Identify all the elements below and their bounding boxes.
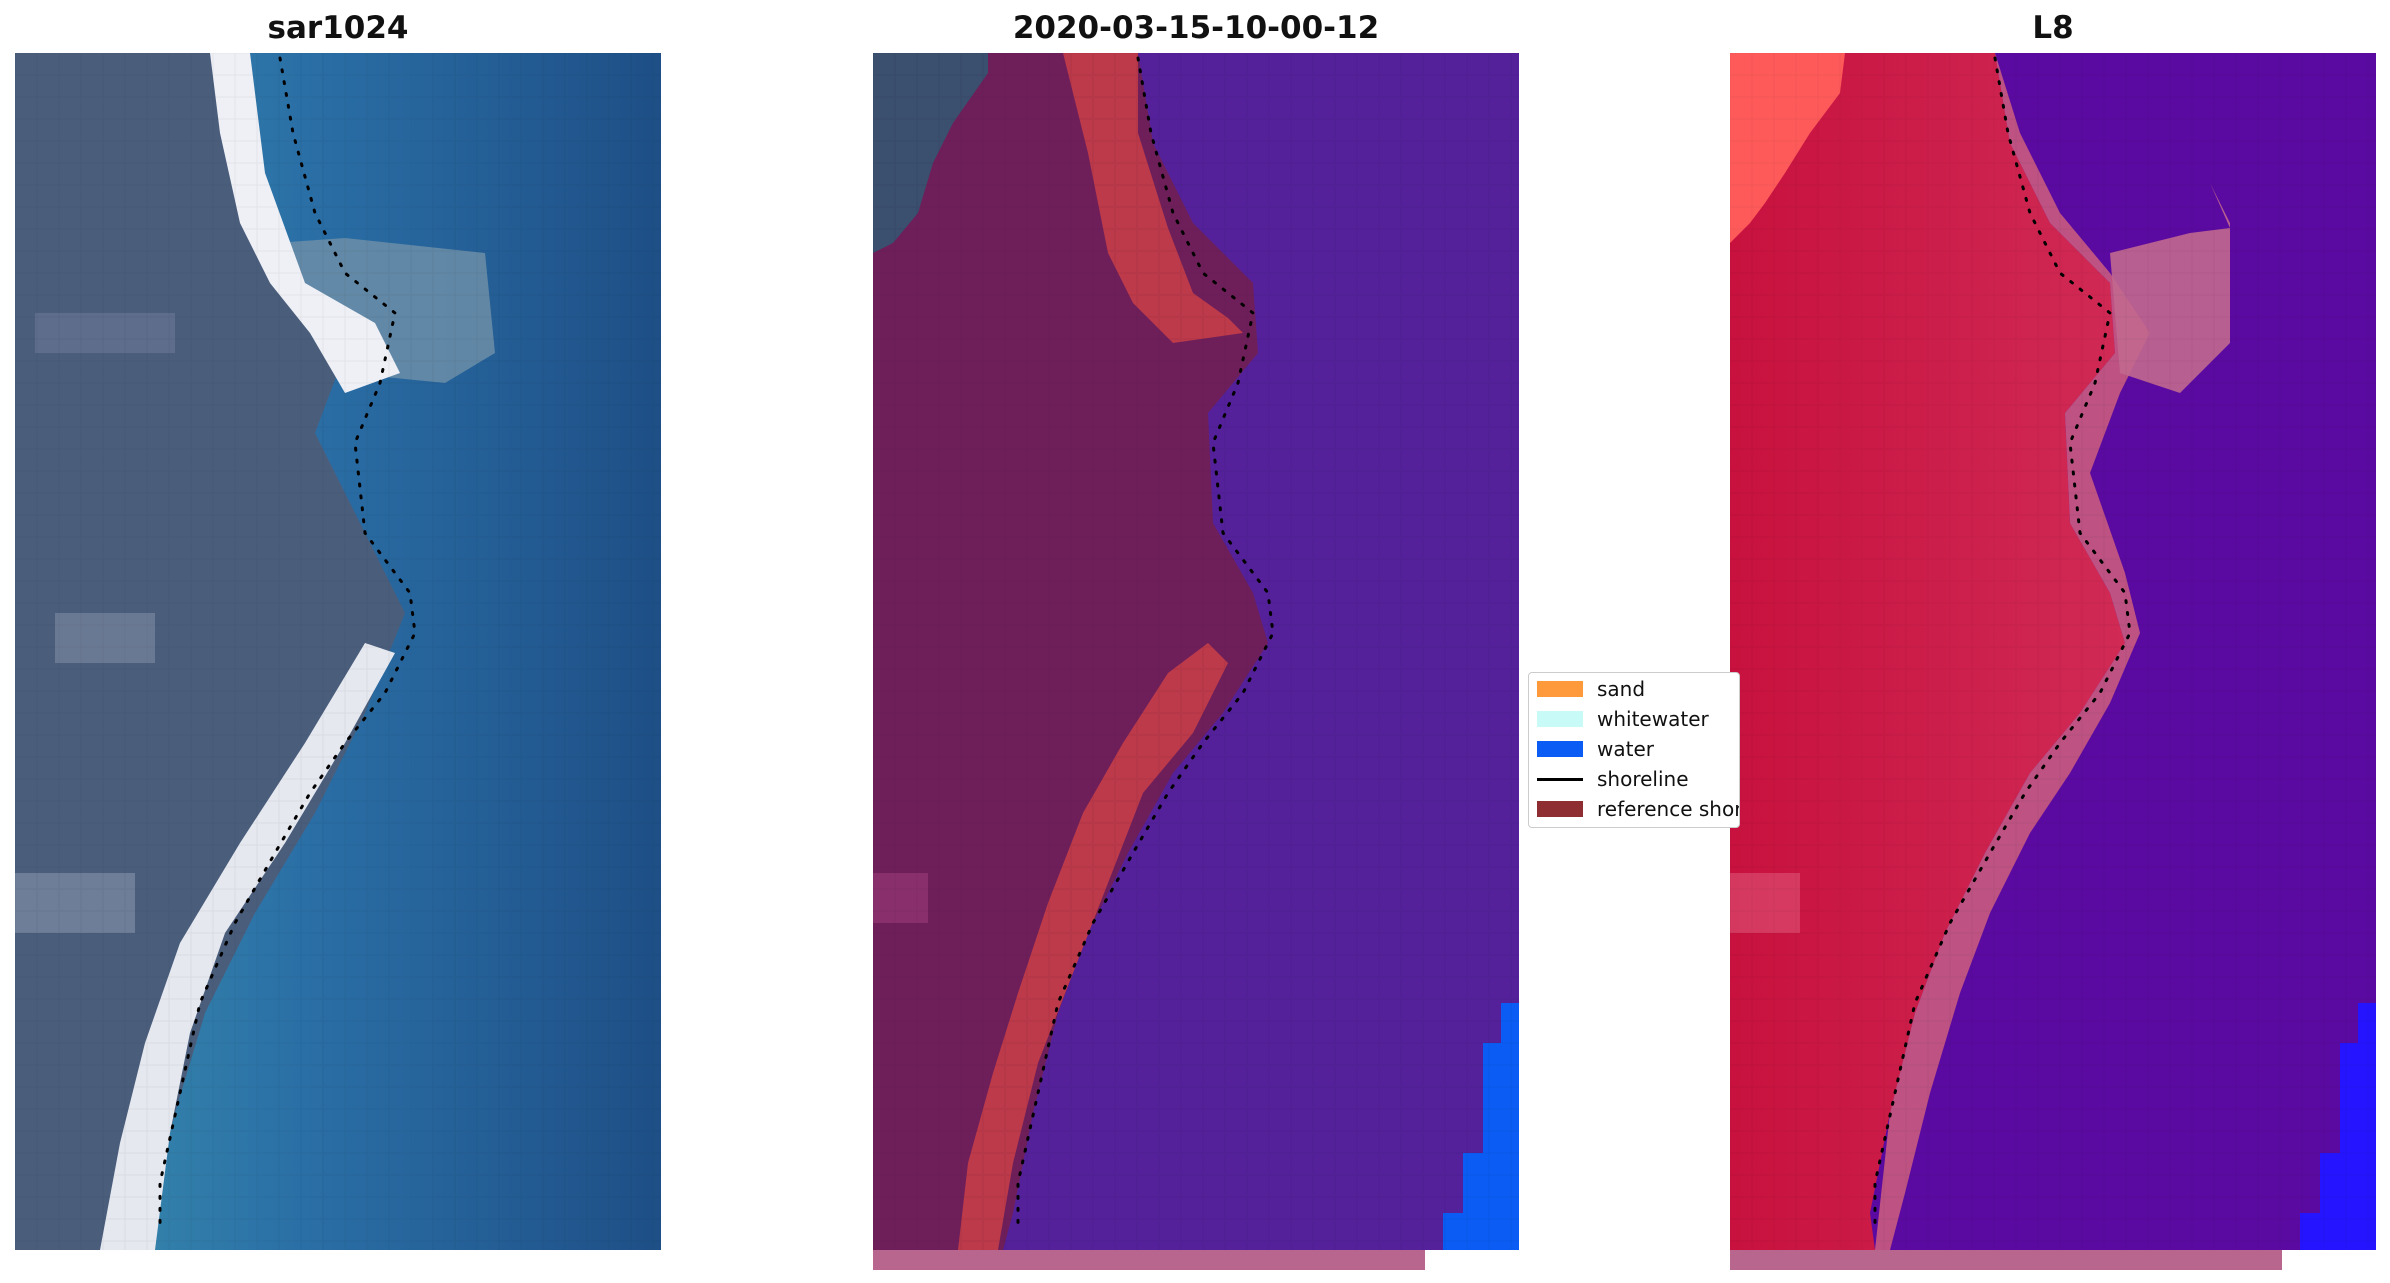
- rgb-satellite-image: [15, 53, 661, 1250]
- water-swatch: [1537, 741, 1583, 757]
- legend-label: shoreline: [1597, 767, 1689, 791]
- legend: sand whitewater water shoreline referenc…: [1528, 672, 1740, 828]
- legend-label: water: [1597, 737, 1654, 761]
- panel-title-sar1024: sar1024: [267, 10, 409, 46]
- reference-shoreline-swatch: [1537, 801, 1583, 817]
- panel-title-date: 2020-03-15-10-00-12: [1012, 10, 1380, 46]
- pixel-grid: [15, 53, 661, 1250]
- legend-item-sand: sand: [1537, 675, 1645, 703]
- panel-title-l8: L8: [2032, 10, 2074, 46]
- legend-label: reference shoreline: [1597, 797, 1740, 821]
- legend-label: whitewater: [1597, 707, 1709, 731]
- legend-item-reference-shoreline: reference shoreline: [1537, 795, 1740, 823]
- legend-item-whitewater: whitewater: [1537, 705, 1709, 733]
- whitewater-swatch: [1537, 711, 1583, 727]
- sand-swatch: [1537, 681, 1583, 697]
- mask-strip: [873, 1250, 1425, 1270]
- legend-item-water: water: [1537, 735, 1654, 763]
- legend-item-shoreline: shoreline: [1537, 765, 1689, 793]
- pixel-grid: [1730, 53, 2376, 1250]
- classified-image: [873, 53, 1519, 1270]
- legend-label: sand: [1597, 677, 1646, 701]
- pixel-grid: [873, 53, 1519, 1250]
- shoreline-line-swatch: [1537, 777, 1583, 781]
- l8-image: [1730, 53, 2376, 1270]
- mask-strip: [1730, 1250, 2282, 1270]
